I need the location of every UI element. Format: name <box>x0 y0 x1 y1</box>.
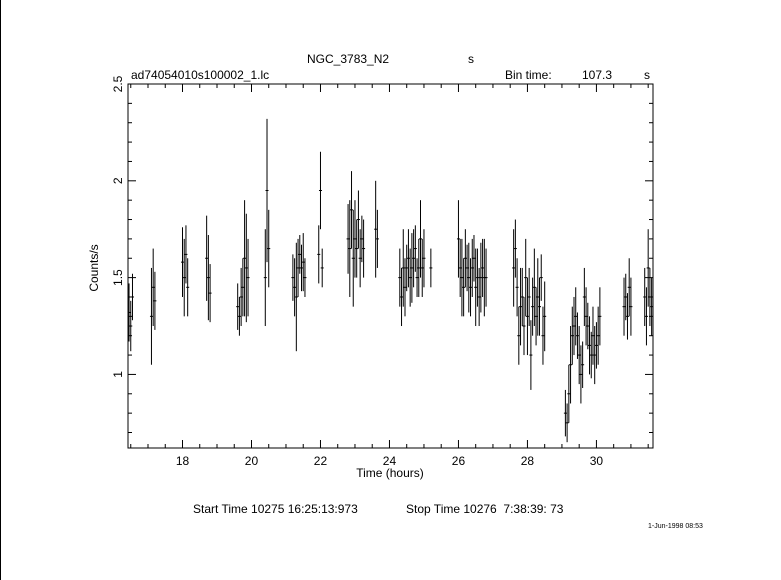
y-tick-label: 2.5 <box>111 75 125 92</box>
x-tick-label: 28 <box>521 454 535 468</box>
start-time: Start Time 10275 16:25:13:973 <box>193 502 358 516</box>
x-tick-label: 26 <box>452 454 466 468</box>
data-marks <box>127 118 654 443</box>
axis-tick-labels: 18 20 22 24 26 28 30 1 1.5 2 2.5 <box>111 75 603 468</box>
y-axis-label: Counts/s <box>87 244 101 291</box>
x-axis-label: Time (hours) <box>356 466 424 480</box>
x-tick-label: 22 <box>314 454 328 468</box>
x-tick-label: 20 <box>245 454 259 468</box>
bin-time-value: 107.3 <box>582 68 613 82</box>
y-tick-label: 1.5 <box>111 269 125 286</box>
x-tick-label: 24 <box>383 454 397 468</box>
axis-ticks <box>128 83 653 448</box>
bin-time-unit: s <box>644 68 650 82</box>
plot-title: NGC_3783_N2 <box>307 52 390 66</box>
y-tick-label: 1 <box>111 371 125 378</box>
file-name: ad74054010s100002_1.lc <box>131 68 270 82</box>
x-tick-label: 30 <box>590 454 604 468</box>
y-tick-label: 2 <box>111 177 125 184</box>
left-border <box>0 0 1 580</box>
timestamp: 1-Jun-1998 08:53 <box>648 523 703 530</box>
stop-time: Stop Time 10276 7:38:39: 73 <box>406 502 564 516</box>
x-tick-label: 18 <box>176 454 190 468</box>
plot-title-suffix: s <box>468 52 474 66</box>
bin-time-label: Bin time: <box>505 68 552 82</box>
plot-frame <box>127 83 654 449</box>
